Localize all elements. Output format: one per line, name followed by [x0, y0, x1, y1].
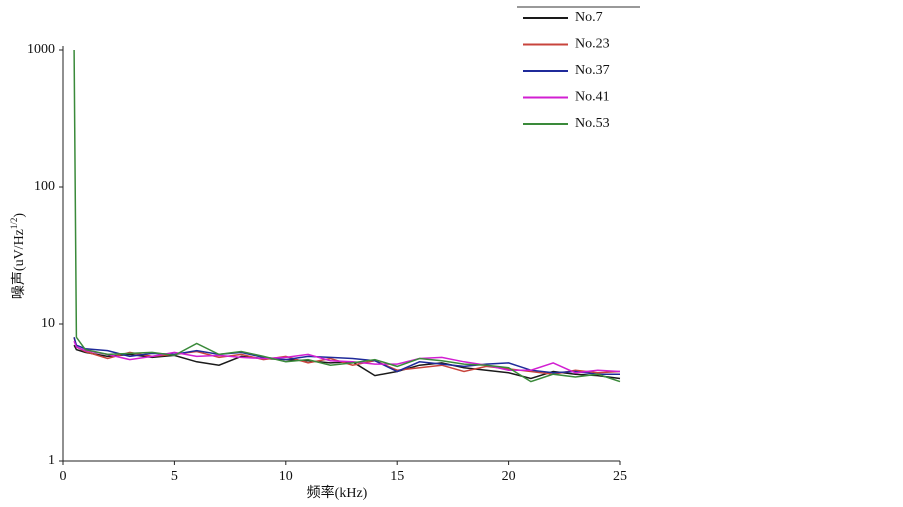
- x-axis-label: 频率(kHz): [307, 484, 368, 501]
- x-tick-label: 15: [390, 469, 404, 484]
- legend-label: No.7: [575, 10, 603, 25]
- series-line: [73, 337, 620, 375]
- x-tick-label: 20: [502, 469, 516, 484]
- y-tick-label: 1000: [27, 42, 55, 57]
- x-tick-label: 0: [60, 469, 67, 484]
- legend-label: No.23: [575, 37, 610, 52]
- series-line: [73, 49, 621, 383]
- series-line: [73, 340, 621, 374]
- y-tick-label: 1: [48, 453, 55, 468]
- y-tick-label: 10: [41, 316, 55, 331]
- legend-label: No.53: [575, 116, 610, 131]
- y-label-sup: 1/2: [9, 218, 19, 230]
- x-tick-label: 5: [171, 469, 178, 484]
- y-label-text: 噪声(uV/Hz: [11, 229, 27, 299]
- legend-label: No.41: [575, 90, 610, 105]
- y-axis-label: 噪声(uV/Hz1/2): [9, 213, 27, 300]
- legend-label: No.37: [575, 63, 610, 78]
- x-tick-label: 10: [279, 469, 293, 484]
- x-tick-label: 25: [613, 469, 627, 484]
- y-label-suffix: ): [12, 213, 27, 218]
- y-tick-label: 100: [34, 179, 55, 194]
